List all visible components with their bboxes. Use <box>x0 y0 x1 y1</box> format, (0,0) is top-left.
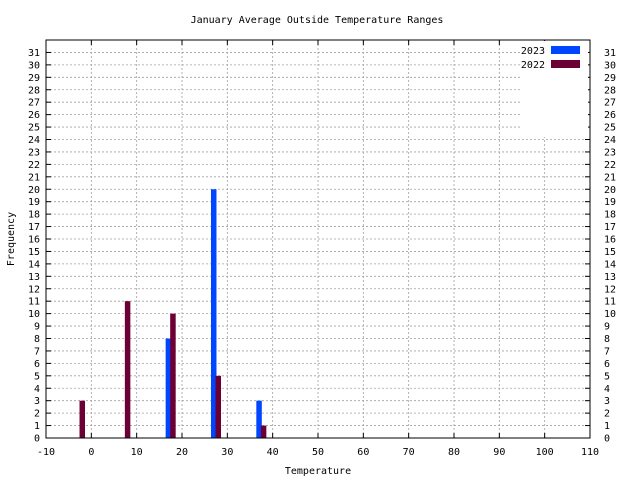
legend: 2023 2022 <box>520 41 588 137</box>
y-tick-label: 3 <box>34 396 40 407</box>
grid <box>46 40 590 438</box>
y-tick-label-right: 1 <box>604 421 610 432</box>
bar-2023 <box>256 400 262 438</box>
bars <box>79 189 267 438</box>
bar-2022 <box>260 425 267 438</box>
x-tick-label: 50 <box>312 447 324 458</box>
bar-2023 <box>210 189 217 438</box>
x-tick-label: 90 <box>493 447 505 458</box>
y-tick-label-right: 8 <box>604 334 610 345</box>
y-tick-label-right: 13 <box>604 272 616 283</box>
y-tick-label-right: 31 <box>604 48 616 59</box>
legend-label-2023: 2023 <box>521 46 545 57</box>
y-tick-label: 13 <box>28 272 40 283</box>
bar-2023 <box>165 338 172 438</box>
y-tick-label-right: 21 <box>604 172 616 183</box>
y-tick-label-right: 20 <box>604 185 616 196</box>
x-tick-label: 0 <box>88 447 94 458</box>
x-tick-label: 40 <box>267 447 279 458</box>
y-tick-label-right: 17 <box>604 222 616 233</box>
chart-title: January Average Outside Temperature Rang… <box>191 15 444 26</box>
y-tick-label: 29 <box>28 73 40 84</box>
y-tick-label: 11 <box>28 297 40 308</box>
y-tick-label: 7 <box>34 346 40 357</box>
x-tick-label: 110 <box>581 447 599 458</box>
y-tick-label: 26 <box>28 110 40 121</box>
y-tick-label: 14 <box>28 259 40 270</box>
y-tick-label-right: 6 <box>604 359 610 370</box>
y-tick-label-right: 0 <box>604 434 610 445</box>
y-tick-label-right: 2 <box>604 409 610 420</box>
y-tick-label-right: 12 <box>604 284 616 295</box>
y-tick-label: 6 <box>34 359 40 370</box>
x-tick-label: 60 <box>357 447 369 458</box>
y-tick-label-right: 24 <box>604 135 616 146</box>
y-tick-label: 12 <box>28 284 40 295</box>
y-tick-label-right: 4 <box>604 384 610 395</box>
y-tick-label: 23 <box>28 147 40 158</box>
y-tick-label: 17 <box>28 222 40 233</box>
legend-swatch-2022 <box>551 60 580 68</box>
y-tick-label-right: 14 <box>604 259 616 270</box>
y-tick-label: 19 <box>28 197 40 208</box>
y-tick-label: 2 <box>34 409 40 420</box>
bar-2022 <box>170 313 176 438</box>
legend-background <box>520 41 588 137</box>
y-tick-label-right: 11 <box>604 297 616 308</box>
x-axis-label: Temperature <box>285 466 351 477</box>
y-tick-label: 0 <box>34 434 40 445</box>
x-tick-label: -10 <box>37 447 55 458</box>
y-tick-label-right: 28 <box>604 85 616 96</box>
y-tick-label: 18 <box>28 210 40 221</box>
x-tick-label: 70 <box>403 447 415 458</box>
y-tick-label: 31 <box>28 48 40 59</box>
legend-label-2022: 2022 <box>521 60 545 71</box>
y-tick-label-right: 29 <box>604 73 616 84</box>
y-tick-label: 27 <box>28 98 40 109</box>
y-tick-label: 15 <box>28 247 40 258</box>
y-tick-label-right: 30 <box>604 60 616 71</box>
y-tick-label: 8 <box>34 334 40 345</box>
y-tick-label-right: 22 <box>604 160 616 171</box>
y-tick-label: 5 <box>34 371 40 382</box>
y-tick-label: 22 <box>28 160 40 171</box>
y-tick-label-right: 5 <box>604 371 610 382</box>
y-tick-label-right: 27 <box>604 98 616 109</box>
x-tick-label: 30 <box>221 447 233 458</box>
y-tick-label-right: 15 <box>604 247 616 258</box>
bar-2022 <box>124 301 131 438</box>
bar-2022 <box>215 375 222 438</box>
y-tick-label: 28 <box>28 85 40 96</box>
x-tick-label: 20 <box>176 447 188 458</box>
y-tick-label: 10 <box>28 309 40 320</box>
y-tick-label-right: 26 <box>604 110 616 121</box>
bar-2022 <box>79 400 86 438</box>
y-tick-label-right: 9 <box>604 322 610 333</box>
y-tick-label-right: 3 <box>604 396 610 407</box>
y-tick-label: 9 <box>34 322 40 333</box>
y-tick-label: 1 <box>34 421 40 432</box>
x-tick-label: 80 <box>448 447 460 458</box>
y-tick-label-right: 16 <box>604 235 616 246</box>
y-tick-label: 20 <box>28 185 40 196</box>
y-tick-label-right: 10 <box>604 309 616 320</box>
y-tick-label-right: 7 <box>604 346 610 357</box>
y-tick-label: 25 <box>28 123 40 134</box>
y-tick-label-right: 23 <box>604 147 616 158</box>
y-tick-label: 4 <box>34 384 40 395</box>
y-axis-label: Frequency <box>6 212 17 266</box>
y-tick-label-right: 18 <box>604 210 616 221</box>
x-tick-label: 10 <box>131 447 143 458</box>
y-tick-label: 21 <box>28 172 40 183</box>
y-tick-label: 24 <box>28 135 40 146</box>
legend-swatch-2023 <box>551 46 580 54</box>
y-tick-label: 30 <box>28 60 40 71</box>
y-tick-label-right: 19 <box>604 197 616 208</box>
y-tick-label: 16 <box>28 235 40 246</box>
y-tick-label-right: 25 <box>604 123 616 134</box>
x-tick-label: 100 <box>536 447 554 458</box>
